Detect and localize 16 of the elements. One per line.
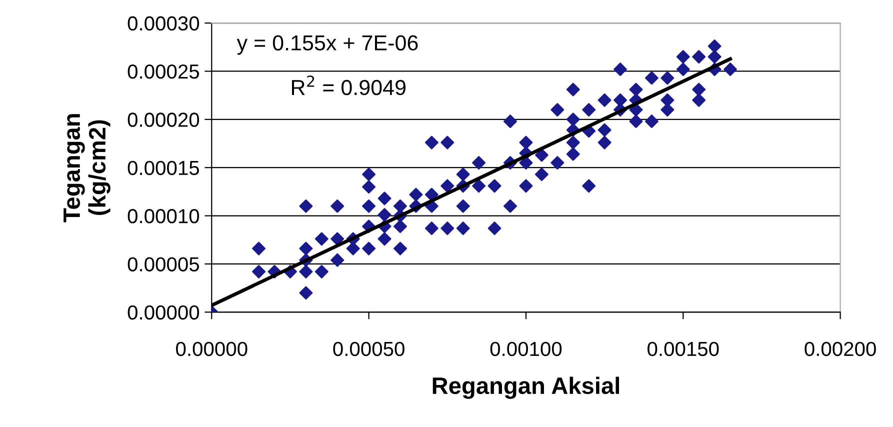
annotation: y = 0.155x + 7E-06	[236, 35, 418, 55]
y-tick-label: 0.00000	[128, 305, 200, 320]
y-tick-label: 0.00025	[128, 64, 199, 79]
x-tick-label: 0.00050	[333, 342, 404, 356]
x-axis-title: Regangan Aksial	[432, 376, 619, 399]
x-tick-label: 0.00150	[648, 342, 719, 356]
y-axis-title: Tegangan (kg/cm2)	[64, 114, 110, 222]
y-tick-label: 0.00010	[128, 209, 200, 224]
x-tick-label: 0.00000	[176, 342, 248, 356]
y-tick-label: 0.00030	[128, 16, 200, 31]
y-tick-label: 0.00005	[128, 257, 199, 272]
y-tick-label: 0.00015	[128, 160, 199, 176]
x-tick-label: 0.00200	[804, 342, 876, 356]
x-tick-label: 0.00100	[490, 342, 562, 356]
annotation: R$^{2}$ = 0.9049	[292, 76, 406, 96]
y-tick-label: 0.00020	[128, 112, 200, 127]
